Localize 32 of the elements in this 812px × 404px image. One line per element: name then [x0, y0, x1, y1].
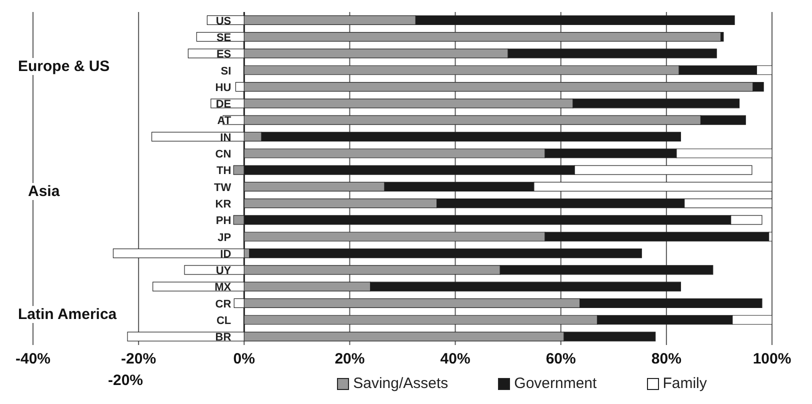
y-tick-label: DE — [216, 98, 232, 111]
x-tick-label: -20% — [121, 350, 156, 368]
x-tick-label: 60% — [546, 350, 576, 368]
legend-label: Family — [662, 375, 707, 392]
x-tick-label: -40% — [15, 350, 51, 368]
y-tick-label: IN — [220, 132, 232, 144]
y-tick-label: BR — [215, 332, 232, 344]
y-tick-label: JP — [218, 232, 232, 244]
y-tick-label: HU — [215, 82, 232, 94]
y-tick-label: CN — [215, 148, 232, 161]
y-tick-label: MX — [214, 282, 232, 294]
x-tick-label: 40% — [440, 350, 470, 368]
annotation: Asia — [28, 183, 60, 200]
y-tick-label: US — [216, 15, 232, 28]
y-tick-label: SI — [220, 65, 232, 78]
y-tick-label: ID — [220, 248, 232, 260]
y-tick-label: PH — [216, 215, 232, 228]
y-tick-label: TW — [214, 182, 232, 194]
y-tick-label: SE — [216, 32, 232, 44]
y-tick-label: KR — [215, 198, 232, 210]
annotation: Latin America — [18, 306, 117, 323]
x-tick-label: 20% — [334, 350, 365, 368]
y-tick-label: TH — [216, 165, 232, 178]
x-tick-label: 80% — [651, 350, 682, 368]
legend-label: Government — [514, 375, 597, 392]
x-tick-label: 100% — [752, 350, 792, 368]
legend-label: Saving/Assets — [353, 375, 448, 392]
text: -20% — [108, 372, 144, 389]
x-tick-label: 0% — [233, 350, 255, 368]
annotation: Europe & US — [18, 58, 110, 75]
y-tick-label: CR — [215, 298, 232, 310]
y-tick-label: CL — [216, 315, 232, 328]
